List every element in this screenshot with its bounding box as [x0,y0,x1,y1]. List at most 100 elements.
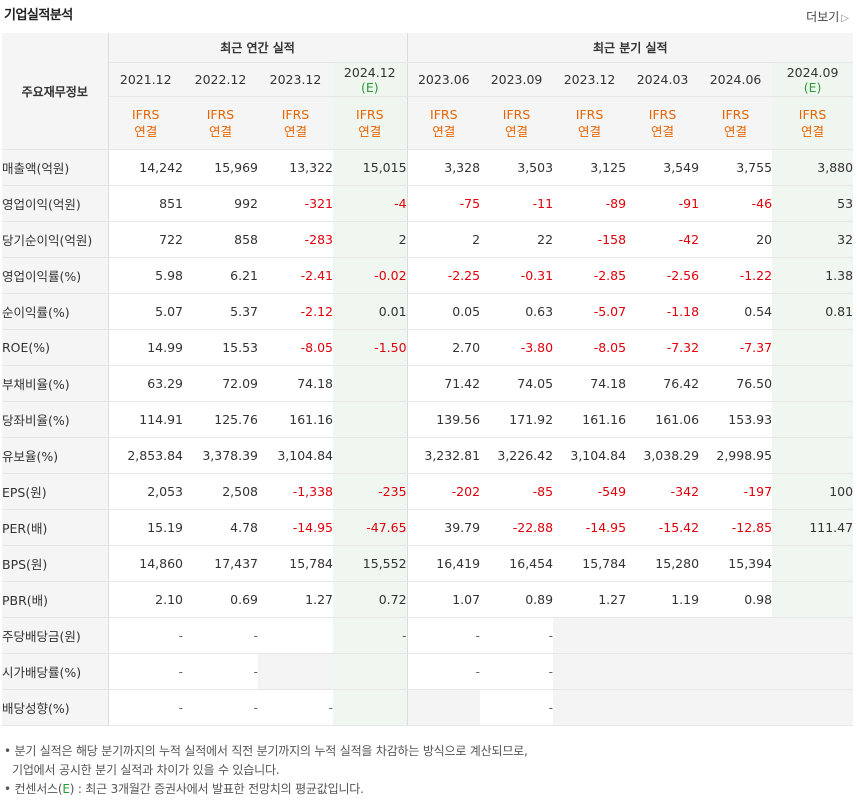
section-header: 기업실적분석 더보기 ▷ [0,0,857,32]
basis-consolidated: 연결 [283,124,307,139]
table-cell: 161.16 [553,401,627,438]
table-cell: -75 [406,185,481,222]
row-label: 당좌비율(%) [2,401,109,438]
table-row: 주당배당금(원) - - - - - [2,617,854,654]
period-label: 2023.12 [563,72,616,87]
estimate-mark: (E) [803,79,822,95]
table-cell: 15,784 [553,545,627,582]
table-cell: -342 [626,473,700,510]
basis-consolidated: 연결 [801,124,825,139]
table-cell: - [258,689,333,726]
table-cell: 3,328 [406,149,481,186]
row-label: 영업이익률(%) [2,257,109,294]
table-cell [699,653,773,690]
table-cell: 5.37 [183,293,258,330]
table-cell: 2,853.84 [108,437,183,474]
period-label: 2023.09 [490,72,543,87]
footnote-1-cont: 기업에서 공시한 분기 실적과 차이가 있을 수 있습니다. [12,763,280,777]
table-cell: 13,322 [258,149,333,186]
period-label: 2024.03 [636,72,689,87]
table-row: 부채비율(%) 63.29 72.09 74.18 71.42 74.05 74.18 76.… [2,365,854,402]
footnote-2-prefix: 컨센서스( [14,782,63,796]
table-cell: 3,226.42 [480,437,554,474]
table-cell: -2.25 [406,257,481,294]
table-cell [626,653,700,690]
table-cell: 0.69 [183,581,258,618]
basis-consolidated: 연결 [724,124,748,139]
table-cell: -283 [258,221,333,258]
section-title: 기업실적분석 [4,8,73,23]
table-cell: 74.18 [553,365,627,402]
row-label: EPS(원) [2,473,109,510]
table-cell: - [108,617,183,654]
chevron-right-icon: ▷ [841,13,849,24]
more-label[interactable]: 더보기 [806,10,840,24]
basis-header: IFRS 연결 [480,96,554,150]
table-cell: - [108,653,183,690]
table-cell: 76.50 [699,365,773,402]
table-cell: -11 [480,185,554,222]
table-cell: -8.05 [258,329,333,366]
table-cell [626,617,700,654]
table-row: 당좌비율(%) 114.91 125.76 161.16 139.56 171.92 161… [2,401,854,438]
table-cell: 0.05 [406,293,481,330]
table-cell [772,365,854,402]
basis-consolidated: 연결 [651,124,675,139]
bullet: • [4,744,11,758]
table-cell: - [406,653,481,690]
row-label: 부채비율(%) [2,365,109,402]
table-row: PBR(배) 2.10 0.69 1.27 0.72 1.07 0.89 1.27 1.19 0.… [2,581,854,618]
table-cell [772,329,854,366]
period-label: 2021.12 [119,72,172,87]
table-row: 영업이익률(%) 5.98 6.21 -2.41 -0.02 -2.25 -0.31 -2.8… [2,257,854,294]
table-cell: -0.02 [333,257,408,294]
basis-header: IFRS 연결 [553,96,627,150]
more-link[interactable]: 더보기 ▷ [806,8,849,25]
row-label: 유보율(%) [2,437,109,474]
table-cell: 74.18 [258,365,333,402]
row-label: ROE(%) [2,329,109,366]
table-cell [333,653,408,690]
table-row: 영업이익(억원) 851 992 -321 -4 -75 -11 -89 -91 -46 53 [2,185,854,222]
table-cell [258,617,333,654]
table-cell: 2 [333,221,408,258]
basis-header: IFRS 연결 [333,96,408,150]
table-cell: 16,454 [480,545,554,582]
table-cell [699,689,773,726]
table-cell: - [406,617,481,654]
table-cell: -2.41 [258,257,333,294]
table-cell: 3,104.84 [258,437,333,474]
table-cell: 63.29 [108,365,183,402]
table-cell: - [183,689,258,726]
table-row: 배당성향(%) - - - - [2,689,854,726]
table-body: 매출액(억원) 14,242 15,969 13,322 15,015 3,328 3,50… [2,149,854,726]
table-cell: -0.31 [480,257,554,294]
table-cell: 3,755 [699,149,773,186]
table-cell: -85 [480,473,554,510]
footnote-1-text: 분기 실적은 해당 분기까지의 누적 실적에서 직전 분기까지의 누적 실적을 … [14,744,528,758]
table-cell: -8.05 [553,329,627,366]
table-cell: 3,549 [626,149,700,186]
table-cell: - [333,617,408,654]
table-cell: 2 [406,221,481,258]
table-cell [772,401,854,438]
footnote-2-suffix: ) : 최근 3개월간 증권사에서 발표한 전망치의 평균값입니다. [69,782,364,796]
table-cell: 114.91 [108,401,183,438]
period-label: 2024.06 [709,72,762,87]
basis-ifrs: IFRS [206,107,235,122]
table-cell: 0.81 [772,293,854,330]
table-cell [333,365,408,402]
table-cell: -2.56 [626,257,700,294]
period-header: 2024.03 [626,62,700,97]
table-cell: 2.70 [406,329,481,366]
table-cell: 14,242 [108,149,183,186]
period-header: 2024.09 (E) [772,62,854,97]
row-label: 주당배당금(원) [2,617,109,654]
table-cell: 16,419 [406,545,481,582]
table-cell [333,437,408,474]
table-cell [772,437,854,474]
period-header: 2022.12 [183,62,258,97]
table-row: EPS(원) 2,053 2,508 -1,338 -235 -202 -85 -549 -34… [2,473,854,510]
table-cell: 71.42 [406,365,481,402]
table-cell: -7.37 [699,329,773,366]
